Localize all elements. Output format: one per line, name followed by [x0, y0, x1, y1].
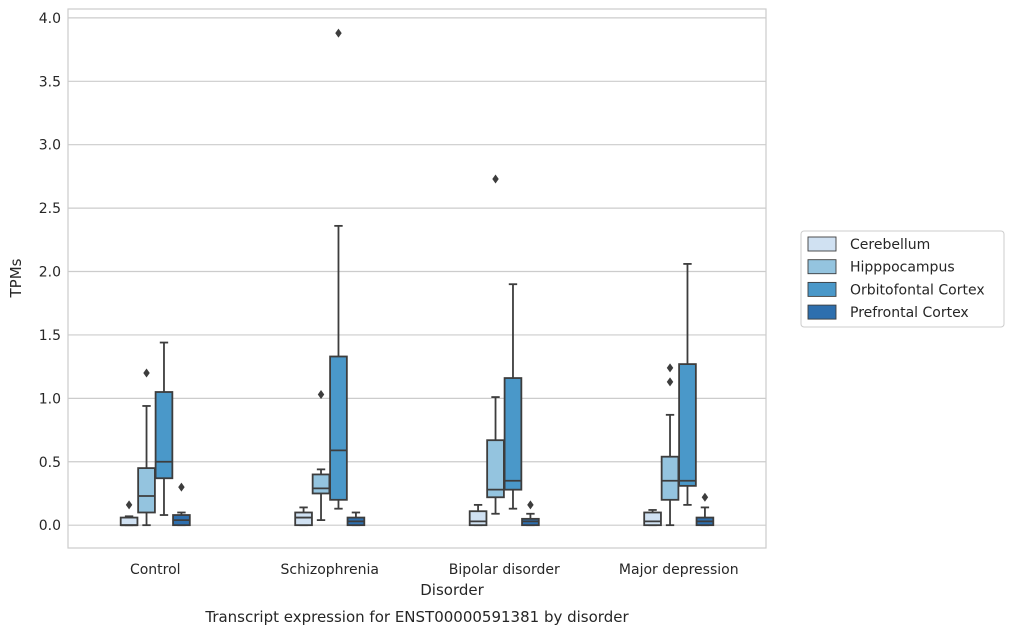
box: [468, 510, 488, 527]
box: [119, 516, 139, 527]
box-group: [521, 500, 540, 527]
outlier-point: [317, 390, 325, 400]
outlier-point: [666, 377, 674, 387]
box: [294, 511, 313, 527]
box-group: [311, 390, 331, 521]
grid-lines: [68, 17, 766, 526]
outlier-point: [527, 500, 534, 510]
x-tick-label: Schizophrenia: [281, 562, 379, 578]
plot-area: [119, 28, 715, 527]
box: [503, 377, 523, 491]
box: [311, 473, 331, 495]
box-group: [503, 283, 523, 510]
legend-label: Hipppocampus: [850, 260, 955, 276]
box: [486, 439, 505, 499]
y-tick-label: 1.5: [39, 328, 61, 344]
legend-swatch: [807, 236, 837, 252]
outlier-point: [701, 492, 709, 502]
box: [643, 511, 662, 527]
legend-label: Prefrontal Cortex: [850, 305, 969, 321]
box: [678, 363, 697, 487]
legend-swatch: [807, 259, 837, 275]
legend-label: Cerebellum: [850, 237, 930, 253]
x-tick-label: Control: [130, 562, 181, 578]
y-axis-label: TPMs: [7, 258, 25, 298]
legend-swatch: [807, 281, 837, 297]
x-tick-label: Bipolar disorder: [449, 562, 560, 578]
box-group: [346, 511, 366, 527]
outlier-point: [125, 500, 133, 510]
y-tick-label: 3.5: [39, 74, 61, 90]
plot-frame: [67, 8, 767, 549]
box-group: [695, 492, 715, 527]
outlier-point: [178, 482, 185, 492]
y-tick-label: 1.0: [39, 391, 61, 407]
box-group: [643, 509, 662, 527]
box-group: [329, 28, 348, 510]
outlier-point: [492, 174, 499, 184]
chart-caption: Transcript expression for ENST0000059138…: [204, 608, 629, 626]
box-group: [119, 500, 139, 527]
box: [329, 355, 348, 501]
y-tick-label: 2.0: [39, 265, 61, 281]
y-axis-ticks: 0.0 0.5 1.0 1.5 2.0 2.5 3.0 3.5 4.0: [39, 11, 61, 534]
outlier-point: [666, 363, 674, 373]
box-group: [486, 174, 505, 515]
x-tick-label: Major depression: [619, 562, 739, 578]
legend-swatch: [807, 304, 837, 320]
y-tick-label: 2.5: [39, 201, 61, 217]
outlier-point: [335, 28, 342, 38]
box-group: [468, 503, 488, 527]
box-group: [294, 506, 313, 527]
box: [137, 467, 156, 514]
box-group: [678, 263, 697, 506]
y-tick-label: 4.0: [39, 11, 61, 27]
box-group: [172, 482, 191, 527]
x-axis-ticks: Control Schizophrenia Bipolar disorder Majo…: [130, 562, 739, 578]
y-tick-label: 0.5: [39, 455, 61, 471]
box-group: [137, 368, 156, 527]
legend: Cerebellum Hipppocampus Orbitofontal Corte…: [800, 230, 1005, 328]
box: [154, 391, 174, 480]
legend-label: Orbitofontal Cortex: [850, 282, 985, 298]
box-group: [154, 341, 174, 516]
legend-frame: [800, 230, 1005, 328]
box-group: [660, 363, 680, 527]
x-axis-label: Disorder: [420, 581, 484, 599]
box: [660, 455, 680, 501]
y-tick-label: 0.0: [39, 518, 61, 534]
outlier-point: [143, 368, 150, 378]
y-tick-label: 3.0: [39, 138, 61, 154]
